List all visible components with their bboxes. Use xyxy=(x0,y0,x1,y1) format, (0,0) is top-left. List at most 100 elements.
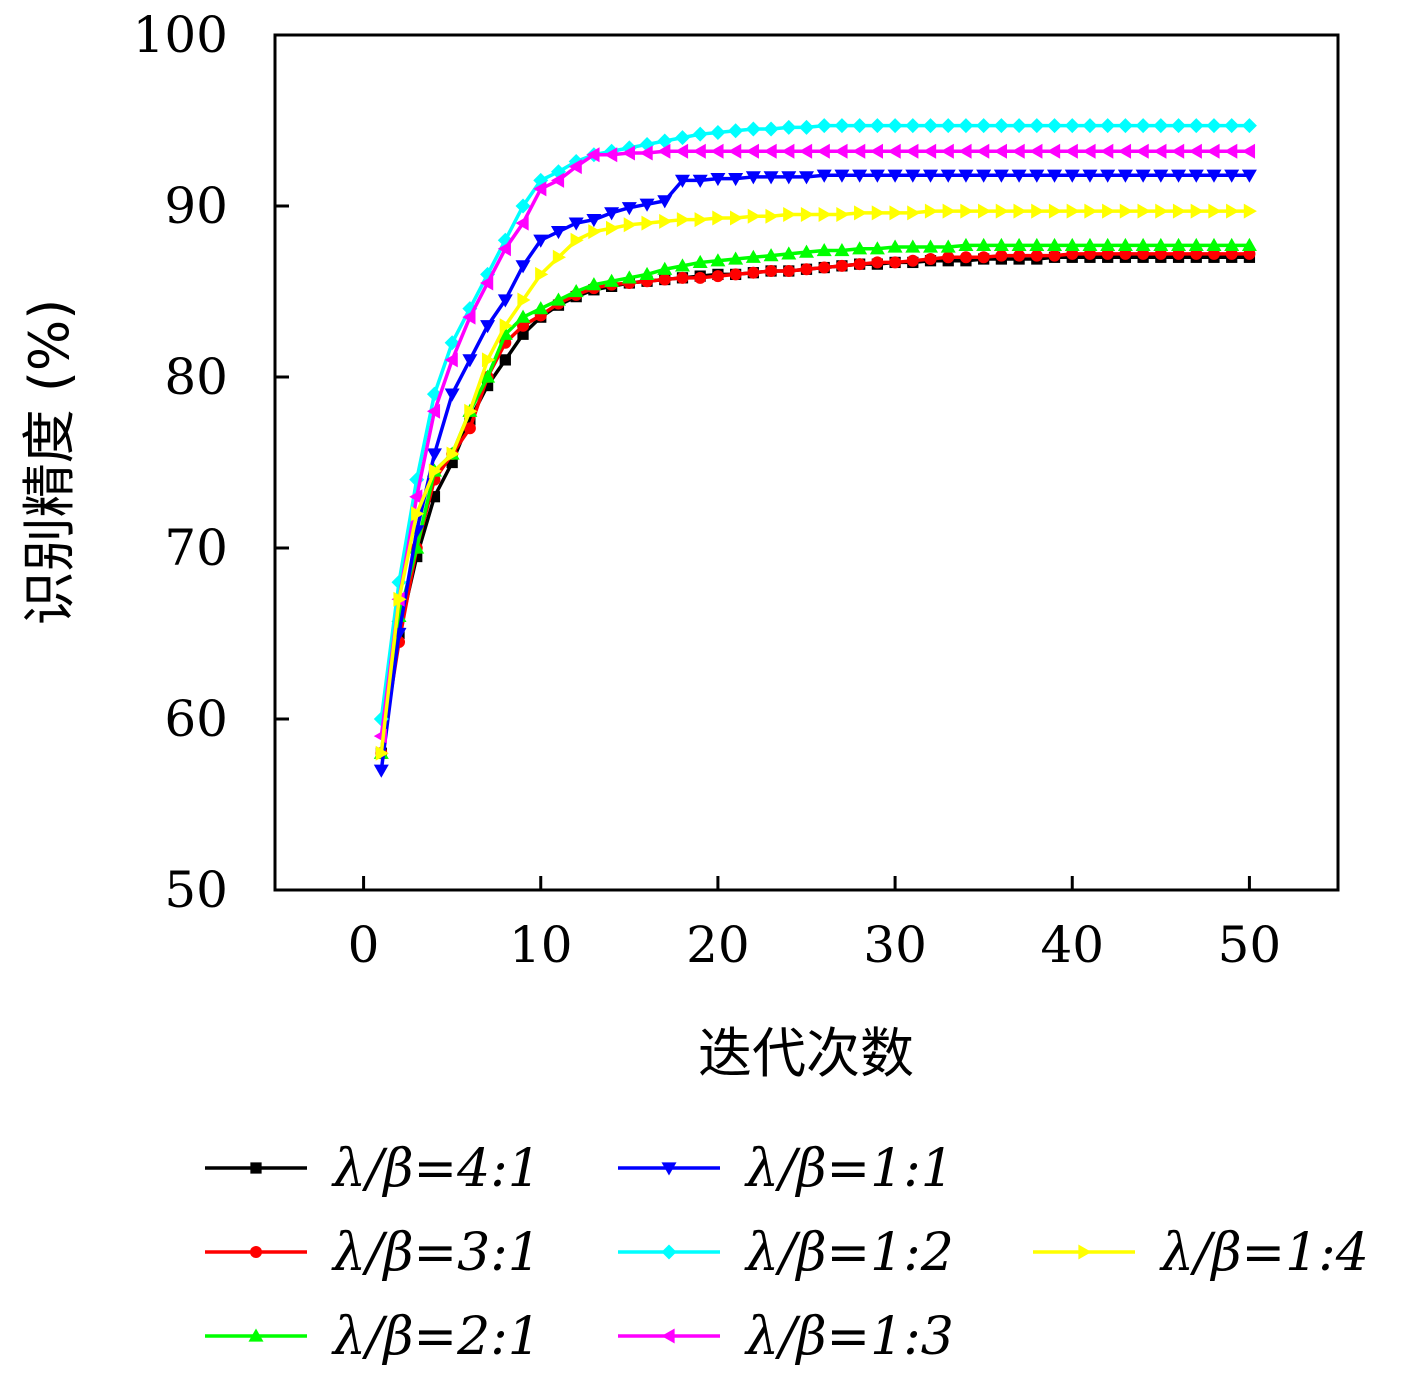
legend-label: λ/β=1:2 xyxy=(744,1223,954,1283)
data-point xyxy=(869,118,885,134)
data-point xyxy=(1153,169,1169,183)
data-point xyxy=(480,275,494,291)
data-point xyxy=(1137,203,1151,219)
data-point xyxy=(781,171,797,185)
data-point xyxy=(889,256,902,269)
y-tick-label: 60 xyxy=(164,690,228,748)
data-point xyxy=(1064,237,1080,251)
x-axis-title: 迭代次数 xyxy=(698,1022,914,1085)
data-point xyxy=(623,217,637,233)
x-tick-label: 30 xyxy=(863,916,927,974)
data-point xyxy=(1029,118,1045,134)
data-point xyxy=(1224,169,1240,183)
data-point xyxy=(976,237,992,251)
data-point xyxy=(747,208,761,224)
data-point xyxy=(1135,143,1149,159)
data-point xyxy=(462,309,476,325)
data-point xyxy=(853,258,866,271)
data-point xyxy=(745,171,761,185)
data-point xyxy=(1102,203,1116,219)
data-point xyxy=(710,143,724,159)
data-point xyxy=(889,205,903,221)
data-point xyxy=(692,143,706,159)
data-point xyxy=(1047,169,1063,183)
data-point xyxy=(1241,143,1256,159)
data-point xyxy=(942,203,956,219)
data-point xyxy=(499,318,513,334)
data-point xyxy=(710,253,726,267)
data-point xyxy=(995,203,1009,219)
legend-label: λ/β=4:1 xyxy=(331,1139,541,1199)
data-point xyxy=(993,118,1009,134)
data-point xyxy=(958,118,974,134)
data-point xyxy=(765,264,778,277)
y-tick-label: 80 xyxy=(164,348,228,406)
data-point xyxy=(1011,143,1025,159)
data-point xyxy=(1064,118,1080,134)
data-point xyxy=(993,237,1009,251)
data-point xyxy=(940,239,956,253)
data-point xyxy=(818,261,831,274)
data-point xyxy=(674,143,689,159)
x-tick-label: 20 xyxy=(686,916,750,974)
data-point xyxy=(604,207,620,221)
data-point xyxy=(1048,203,1063,219)
data-point xyxy=(676,271,689,284)
data-point xyxy=(854,205,868,221)
data-point xyxy=(444,352,458,368)
data-point xyxy=(1224,118,1240,134)
data-point xyxy=(978,203,992,219)
data-point xyxy=(869,143,883,159)
data-point xyxy=(657,143,671,159)
data-point xyxy=(497,294,513,308)
data-point xyxy=(692,126,708,142)
data-point xyxy=(586,147,600,163)
data-point xyxy=(799,244,814,258)
data-point xyxy=(1224,143,1238,159)
data-point xyxy=(605,220,620,236)
data-point xyxy=(1153,143,1167,159)
data-point xyxy=(1117,169,1133,183)
y-tick-label: 50 xyxy=(164,861,228,919)
data-point xyxy=(1011,169,1027,183)
legend-label: λ/β=3:1 xyxy=(331,1223,541,1283)
x-tick-label: 0 xyxy=(348,916,380,974)
data-point xyxy=(923,239,939,253)
data-point xyxy=(1206,237,1222,251)
data-point xyxy=(639,266,655,281)
data-point xyxy=(480,320,496,334)
data-point xyxy=(1082,118,1098,134)
data-point xyxy=(1013,203,1027,219)
series-line xyxy=(379,173,1250,771)
data-point xyxy=(745,249,761,263)
data-point xyxy=(869,169,885,183)
data-point xyxy=(940,143,954,159)
data-point xyxy=(621,270,637,284)
data-point xyxy=(604,147,618,163)
data-point xyxy=(995,249,1008,262)
data-point xyxy=(515,309,531,323)
data-point xyxy=(1171,143,1185,159)
data-point xyxy=(533,234,549,248)
data-point xyxy=(676,212,690,228)
data-point xyxy=(1172,203,1187,219)
data-point xyxy=(710,173,726,187)
data-point xyxy=(763,171,779,185)
data-point xyxy=(694,271,707,284)
data-point xyxy=(729,268,742,281)
data-point xyxy=(1243,203,1257,219)
data-point xyxy=(464,403,478,419)
legend-label: λ/β=2:1 xyxy=(331,1307,541,1367)
data-point xyxy=(1082,237,1098,251)
data-point xyxy=(550,226,566,240)
data-point xyxy=(568,217,584,231)
data-point xyxy=(923,118,939,134)
data-point xyxy=(834,143,848,159)
data-point xyxy=(799,143,813,159)
data-point xyxy=(1117,237,1133,251)
data-point xyxy=(710,124,726,140)
data-point xyxy=(871,256,884,269)
data-point xyxy=(533,301,549,315)
data-point xyxy=(657,133,673,149)
